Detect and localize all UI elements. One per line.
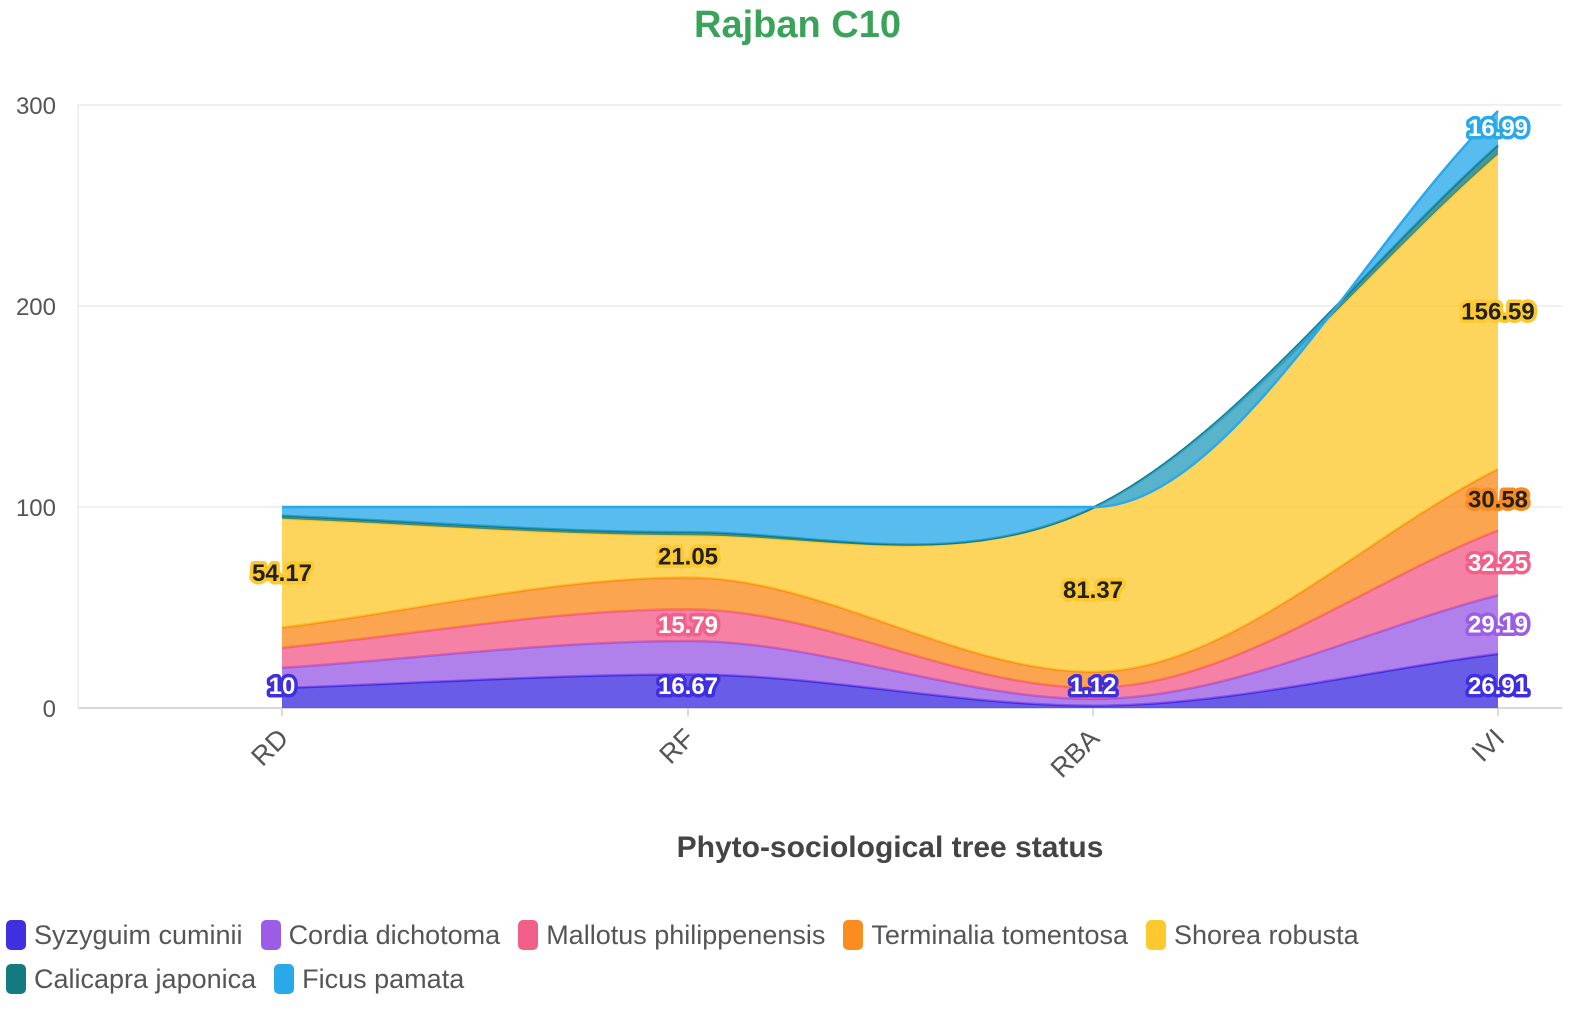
- x-tick-label: RBA: [1045, 723, 1105, 783]
- legend-label: Syzyguim cuminii: [34, 919, 243, 950]
- data-label: 81.37: [1063, 577, 1123, 604]
- legend-label: Shorea robusta: [1173, 919, 1359, 950]
- data-label: 29.19: [1468, 612, 1528, 639]
- data-label: 54.17: [252, 560, 312, 587]
- data-label: 30.58: [1468, 487, 1528, 514]
- y-axis-ticks: 0 100 200 300: [16, 93, 56, 723]
- y-tick-label: 100: [16, 495, 56, 522]
- x-tick-label: RF: [654, 723, 701, 770]
- legend-label: Terminalia tomentosa: [871, 919, 1128, 950]
- legend-swatch: [274, 964, 295, 994]
- legend-label: Calicapra japonica: [34, 963, 257, 994]
- area-syzyguim-cuminii: [282, 653, 1498, 708]
- x-tick-label: IVI: [1466, 723, 1511, 768]
- data-label: 15.79: [658, 612, 718, 639]
- data-label: 10: [269, 673, 296, 700]
- y-tick-label: 300: [16, 93, 56, 120]
- legend-label: Mallotus philippenensis: [546, 919, 826, 950]
- legend-swatch: [260, 920, 281, 950]
- legend-swatch: [1145, 920, 1166, 950]
- x-axis-ticks: RD RF RBA IVI: [245, 708, 1510, 784]
- area-cordia-dichotoma: [282, 595, 1498, 706]
- legend-item[interactable]: Ficus pamata: [274, 962, 464, 996]
- y-tick-label: 200: [16, 294, 56, 321]
- legend-item[interactable]: Calicapra japonica: [6, 962, 256, 996]
- area-terminalia-tomentosa: [282, 468, 1498, 688]
- stacked-area-chart: 0 100 200 300 RD RF RBA IVI 10 16.67 1.12 26.91 29…: [16, 93, 1562, 864]
- legend-swatch: [6, 920, 26, 950]
- legend-item[interactable]: Mallotus philippenensis: [518, 918, 825, 952]
- data-label: 26.91: [1468, 673, 1528, 700]
- data-label: 16.67: [658, 673, 718, 700]
- legend: Syzyguim cuminii Cordia dichotoma Mallotus…: [6, 918, 1586, 996]
- area-series: [281, 110, 1499, 708]
- legend-swatch: [6, 964, 26, 994]
- legend-item[interactable]: Cordia dichotoma: [260, 918, 501, 952]
- data-label: 21.05: [658, 543, 718, 570]
- y-tick-label: 0: [43, 696, 56, 723]
- legend-label: Cordia dichotoma: [288, 919, 501, 950]
- area-shorea-robusta: [282, 154, 1498, 672]
- data-label: 16.99: [1468, 115, 1528, 142]
- area-mallotus-philippenensis: [282, 530, 1498, 699]
- x-tick-label: RD: [245, 723, 294, 772]
- data-label: 32.25: [1468, 550, 1528, 577]
- x-axis-title: Phyto-sociological tree status: [677, 831, 1104, 864]
- data-labels: 10 16.67 1.12 26.91 29.19 15.79 32.25 30.58 54.1…: [248, 112, 1538, 704]
- legend-label: Ficus pamata: [302, 963, 465, 994]
- data-label: 1.12: [1070, 673, 1117, 700]
- legend-item[interactable]: Syzyguim cuminii: [6, 918, 243, 952]
- legend-swatch: [518, 920, 539, 950]
- chart-title: Rajban C10: [694, 4, 901, 46]
- legend-swatch: [843, 920, 864, 950]
- legend-item[interactable]: Terminalia tomentosa: [843, 918, 1128, 952]
- line-ficus-pamata: [281, 110, 1499, 509]
- data-label: 156.59: [1461, 299, 1534, 326]
- legend-item[interactable]: Shorea robusta: [1145, 918, 1359, 952]
